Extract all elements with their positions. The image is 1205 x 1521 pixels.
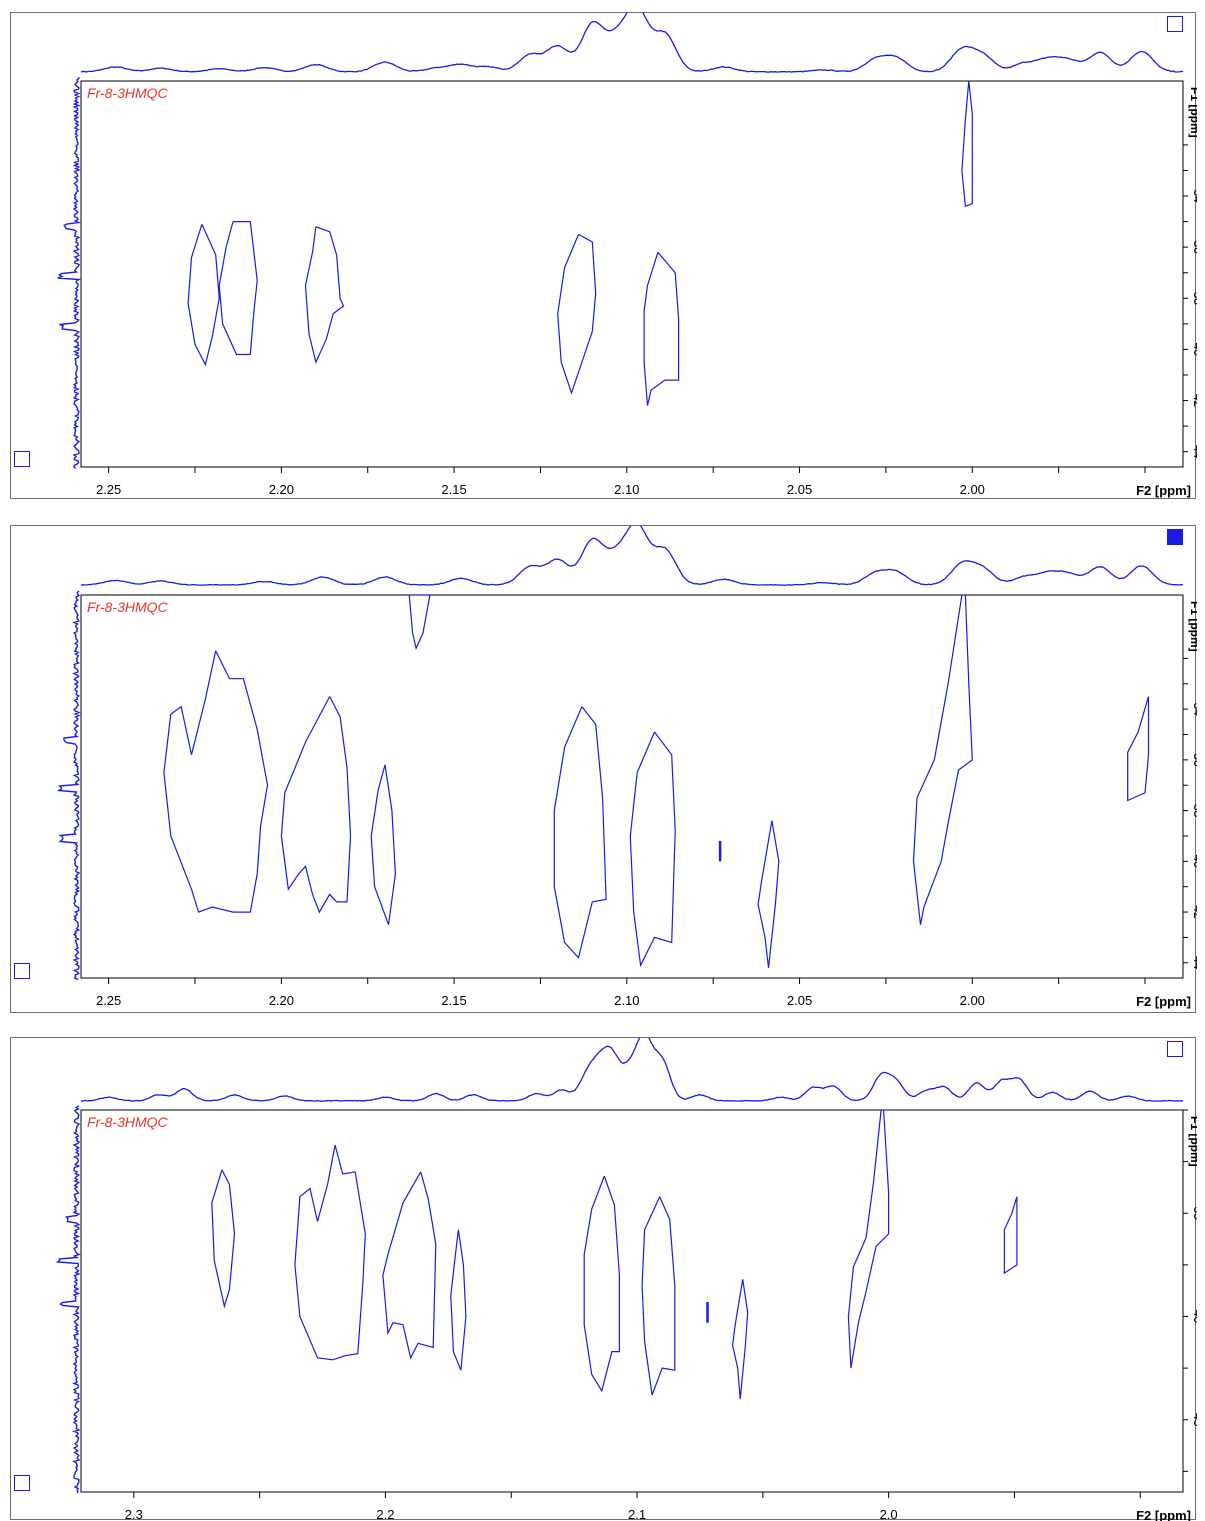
active-view-marker[interactable] (1167, 1041, 1183, 1057)
corner-view-marker[interactable] (14, 451, 30, 467)
x-tick-label: 2.2 (376, 1507, 394, 1521)
y-axis-label: F1 [ppm] (1188, 601, 1197, 652)
contour-peak-4 (450, 1229, 467, 1371)
contour-peak-9 (912, 594, 973, 925)
f1-projection-trace (57, 76, 82, 469)
y-axis-label: F1 [ppm] (1188, 1116, 1197, 1167)
experiment-tag: Fr-8-3HMQC (87, 599, 169, 615)
contour-peak-10 (1127, 696, 1150, 802)
contour-peak-10 (1003, 1196, 1018, 1275)
contour-peak-4 (557, 233, 597, 395)
spectrum-panel-1: Fr-8-3HMQC 2.25 2.20 2.15 2.10 2.05 2.00 F2 [pp… (10, 12, 1197, 499)
y-tick-label: 44 (1191, 956, 1197, 970)
x-tick-label: 2.1 (628, 1507, 646, 1521)
x-axis-label: F2 [ppm] (1136, 483, 1191, 498)
y-tick-label: 42 (1191, 905, 1197, 919)
x-tick-label: 2.10 (614, 993, 639, 1008)
y-tick-label: 36 (1191, 240, 1197, 254)
x-tick-label: 2.10 (614, 482, 639, 497)
x-tick-label: 2.20 (269, 482, 294, 497)
contour-peak-2 (163, 650, 269, 913)
x-tick-label: 2.3 (125, 1507, 143, 1521)
spectrum-svg-1: Fr-8-3HMQC 2.25 2.20 2.15 2.10 2.05 2.00 F2 [pp… (14, 13, 1197, 498)
x-axis-label: F2 [ppm] (1136, 994, 1191, 1009)
y-tick-label: 34 (1191, 189, 1197, 203)
y-tick-label: 40 (1191, 855, 1197, 869)
f1-projection-trace (56, 590, 81, 981)
contour-peak-5 (583, 1175, 620, 1393)
spectrum-panel-2: Fr-8-3HMQC 2.25 2.20 2.15 2.10 2.05 2.00 F2 [pp… (10, 525, 1197, 1013)
contour-peak-1 (187, 223, 220, 367)
contour-peak-6 (641, 1196, 676, 1396)
contour-peak-5 (643, 251, 680, 406)
contour-peak-1 (211, 1169, 236, 1309)
x-tick-label: 2.15 (441, 482, 466, 497)
y-tick-label: 34 (1191, 702, 1197, 716)
f2-projection-trace (80, 13, 1183, 73)
x-tick-label: 2.05 (787, 993, 812, 1008)
y-tick-label: 40 (1191, 343, 1197, 357)
contour-peak-2 (294, 1144, 366, 1361)
contour-peak-8 (731, 1279, 749, 1400)
contour-peak-9 (847, 1109, 890, 1369)
contour-peak-2 (218, 221, 258, 356)
spectrum-panel-3: Fr-8-3HMQC 2.3 2.2 2.1 2.0 F2 [ppm] 35 40 45 F1 [… (10, 1037, 1197, 1521)
plot-frame (80, 594, 1184, 979)
y-tick-label: 38 (1191, 804, 1197, 818)
corner-view-marker[interactable] (14, 963, 30, 979)
contour-peak-8 (757, 820, 780, 968)
contour-peak-6 (961, 80, 973, 208)
f2-projection-trace (80, 526, 1184, 586)
experiment-tag: Fr-8-3HMQC (87, 85, 169, 101)
f2-projection-trace (80, 1038, 1184, 1102)
spectrum-svg-3: Fr-8-3HMQC 2.3 2.2 2.1 2.0 F2 [ppm] 35 40 45 F1 [… (14, 1038, 1197, 1521)
y-tick-label: 45 (1191, 1413, 1197, 1427)
contour-peak-1 (408, 594, 431, 651)
contour-peak-3 (304, 226, 345, 365)
x-tick-label: 2.25 (96, 482, 121, 497)
x-tick-label: 2.00 (960, 482, 985, 497)
y-tick-label: 44 (1191, 445, 1197, 459)
f1-projection-trace (55, 1105, 81, 1494)
spectrum-svg-2: Fr-8-3HMQC 2.25 2.20 2.15 2.10 2.05 2.00 F2 [pp… (14, 526, 1197, 1009)
y-tick-label: 42 (1191, 394, 1197, 408)
x-tick-label: 2.00 (960, 993, 985, 1008)
x-tick-label: 2.15 (441, 993, 466, 1008)
y-tick-label: 36 (1191, 753, 1197, 767)
y-tick-label: 40 (1191, 1310, 1197, 1324)
contour-peak-6 (629, 731, 676, 968)
contour-peak-3 (382, 1171, 437, 1360)
contour-peak-4 (370, 764, 397, 925)
x-tick-label: 2.05 (787, 482, 812, 497)
y-tick-label: 35 (1191, 1207, 1197, 1221)
plot-frame (80, 1109, 1184, 1493)
x-axis-label: F2 [ppm] (1136, 1508, 1191, 1521)
x-tick-label: 2.0 (880, 1507, 898, 1521)
plot-frame (80, 80, 1184, 468)
experiment-tag: Fr-8-3HMQC (87, 1114, 169, 1130)
y-tick-label: 38 (1191, 292, 1197, 306)
y-axis-label: F1 [ppm] (1188, 87, 1197, 138)
x-tick-label: 2.20 (269, 993, 294, 1008)
corner-view-marker[interactable] (14, 1475, 30, 1491)
active-view-marker[interactable] (1167, 529, 1183, 545)
x-tick-label: 2.25 (96, 993, 121, 1008)
active-view-marker[interactable] (1167, 16, 1183, 32)
contour-peak-3 (280, 696, 352, 914)
contour-peak-5 (553, 706, 607, 959)
